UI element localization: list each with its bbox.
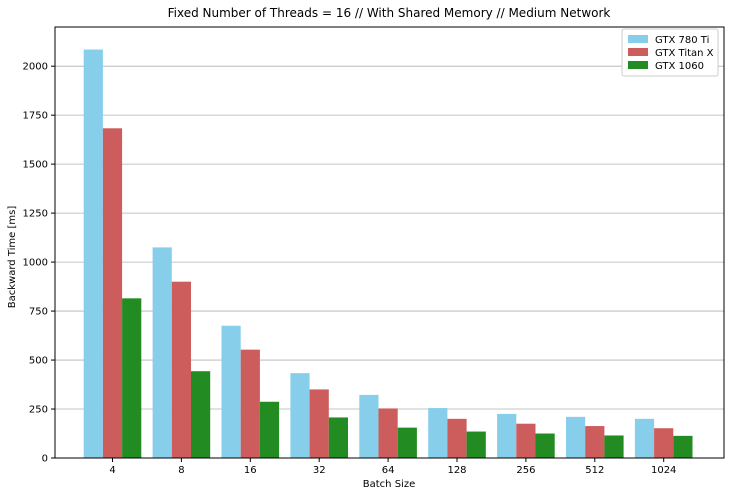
y-tick-label: 1250 (23, 209, 48, 220)
bar (466, 431, 486, 458)
bar (240, 349, 260, 458)
chart-title: Fixed Number of Threads = 16 // With Sha… (168, 6, 611, 20)
bar (290, 373, 310, 458)
bar (171, 281, 191, 458)
y-tick-label: 1500 (23, 160, 48, 171)
x-tick-label: 16 (244, 465, 257, 476)
x-tick-label: 1024 (651, 465, 676, 476)
y-tick-label: 0 (42, 454, 48, 465)
bar (535, 433, 555, 458)
legend-swatch (628, 35, 648, 43)
bar (654, 428, 674, 458)
plot-frame (54, 26, 725, 459)
bars (83, 49, 693, 459)
bar (566, 416, 586, 458)
x-tick-label: 128 (447, 465, 466, 476)
bar (102, 128, 123, 458)
bar (83, 49, 103, 459)
bar (673, 435, 693, 458)
bar (378, 408, 398, 458)
bar (585, 426, 605, 458)
legend-entry: GTX 1060 (655, 61, 704, 72)
x-tick-label: 4 (109, 465, 115, 476)
legend-swatch (628, 48, 648, 56)
legend-swatch (628, 61, 648, 69)
x-axis-ticks: 4 8 16 32 64 128 256 512 1024 (109, 458, 676, 476)
bar (309, 389, 329, 458)
bar (221, 325, 241, 458)
y-tick-label: 2000 (23, 62, 48, 73)
bar (428, 408, 448, 458)
y-tick-label: 500 (29, 356, 48, 367)
bar (447, 418, 467, 458)
y-tick-label: 1750 (23, 111, 48, 122)
x-tick-label: 64 (382, 465, 395, 476)
bar (516, 423, 536, 458)
x-tick-label: 32 (313, 465, 326, 476)
y-axis-label: Backward Time [ms] (7, 206, 18, 309)
bar (259, 401, 280, 458)
bar (122, 298, 142, 458)
y-tick-label: 250 (29, 405, 48, 416)
bar (152, 247, 172, 458)
bar (604, 435, 624, 458)
bar (397, 427, 417, 458)
x-axis-label: Batch Size (363, 479, 415, 490)
bar (634, 418, 655, 458)
legend: GTX 780 Ti GTX Titan X GTX 1060 (621, 28, 719, 77)
legend-entry: GTX 780 Ti (655, 35, 709, 46)
bar (191, 371, 211, 458)
x-tick-label: 256 (516, 465, 535, 476)
bar (359, 394, 379, 458)
x-tick-label: 8 (178, 465, 184, 476)
x-tick-label: 512 (585, 465, 604, 476)
y-axis-ticks: 0 250 500 750 1000 1250 1500 1750 2000 (23, 62, 55, 465)
bar (497, 413, 517, 458)
y-tick-label: 1000 (23, 258, 48, 269)
bar (328, 417, 348, 458)
y-tick-label: 750 (29, 307, 48, 318)
legend-entry: GTX Titan X (655, 48, 714, 59)
